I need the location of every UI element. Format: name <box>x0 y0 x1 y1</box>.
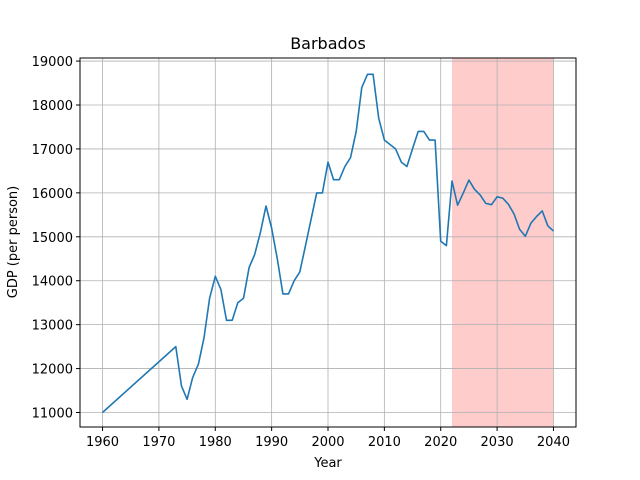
y-tick-label: 17000 <box>32 143 73 158</box>
forecast-highlight-layer <box>452 58 554 427</box>
y-tick-label: 14000 <box>32 275 73 290</box>
y-tick-label: 18000 <box>32 99 73 114</box>
y-tick-label: 15000 <box>32 231 73 246</box>
tick-layer: 1960 1970 1980 1990 2000 2010 2020 2030 2040 1100… <box>32 55 570 450</box>
x-tick-label: 2040 <box>537 435 570 450</box>
y-axis-label: GDP (per person) <box>6 186 21 299</box>
y-tick-label: 11000 <box>32 407 73 422</box>
x-tick-label: 2000 <box>311 435 344 450</box>
gdp-series-line <box>101 73 555 414</box>
x-tick-label: 2020 <box>424 435 457 450</box>
forecast-highlight-span <box>452 58 554 427</box>
x-tick-label: 2010 <box>368 435 401 450</box>
y-tick-label: 19000 <box>32 55 73 70</box>
x-tick-label: 1980 <box>199 435 232 450</box>
y-tick-label: 16000 <box>32 187 73 202</box>
x-tick-label: 1960 <box>86 435 119 450</box>
x-tick-label: 1970 <box>142 435 175 450</box>
chart-title: Barbados <box>290 34 366 53</box>
x-axis-label: Year <box>313 456 342 471</box>
y-tick-label: 13000 <box>32 319 73 334</box>
series-layer <box>101 73 555 414</box>
y-tick-label: 12000 <box>32 363 73 378</box>
x-tick-label: 1990 <box>255 435 288 450</box>
x-tick-label: 2030 <box>481 435 514 450</box>
grid-layer <box>80 58 576 427</box>
